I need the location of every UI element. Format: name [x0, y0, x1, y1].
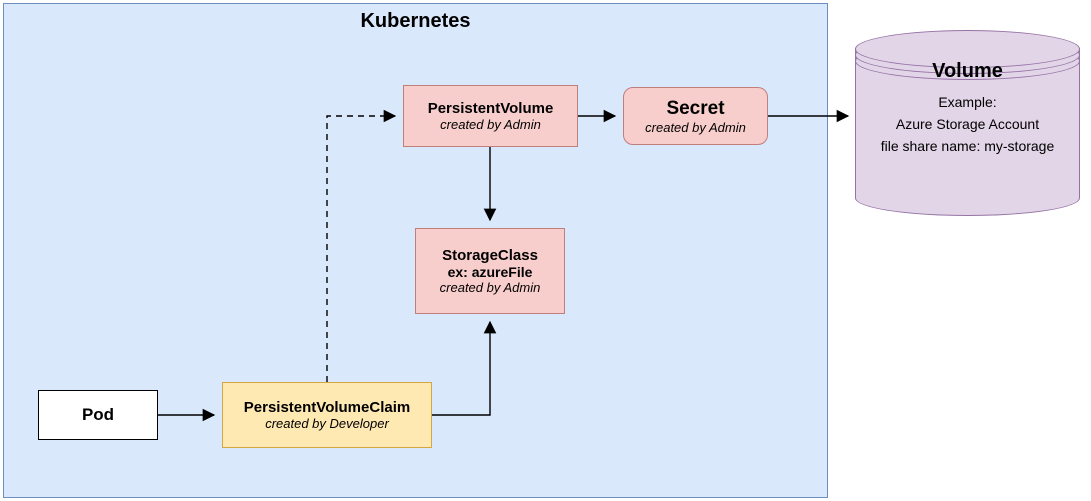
pv-label: PersistentVolume [428, 100, 554, 117]
kubernetes-title: Kubernetes [4, 10, 827, 33]
storageclass-sublabel: created by Admin [440, 280, 541, 295]
storageclass-example: ex: azureFile [448, 264, 533, 280]
diagram-canvas: Kubernetes Pod PersistentVolumeClaim cre… [0, 0, 1091, 501]
pv-node: PersistentVolume created by Admin [403, 85, 578, 147]
secret-label: Secret [666, 98, 724, 120]
volume-line-2: Azure Storage Account [855, 116, 1080, 132]
volume-cylinder: Volume Example: Azure Storage Account fi… [855, 30, 1080, 215]
storageclass-label: StorageClass [442, 247, 538, 264]
volume-line-1: Example: [855, 94, 1080, 110]
pv-sublabel: created by Admin [440, 117, 541, 132]
storageclass-node: StorageClass ex: azureFile created by Ad… [415, 228, 565, 314]
pvc-node: PersistentVolumeClaim created by Develop… [222, 382, 432, 448]
secret-sublabel: created by Admin [645, 120, 746, 135]
pod-label: Pod [82, 405, 114, 425]
volume-line-3: file share name: my-storage [855, 138, 1080, 154]
pvc-label: PersistentVolumeClaim [244, 399, 410, 416]
secret-node: Secret created by Admin [623, 87, 768, 145]
volume-title: Volume [855, 60, 1080, 83]
pod-node: Pod [38, 390, 158, 440]
pvc-sublabel: created by Developer [265, 416, 389, 431]
